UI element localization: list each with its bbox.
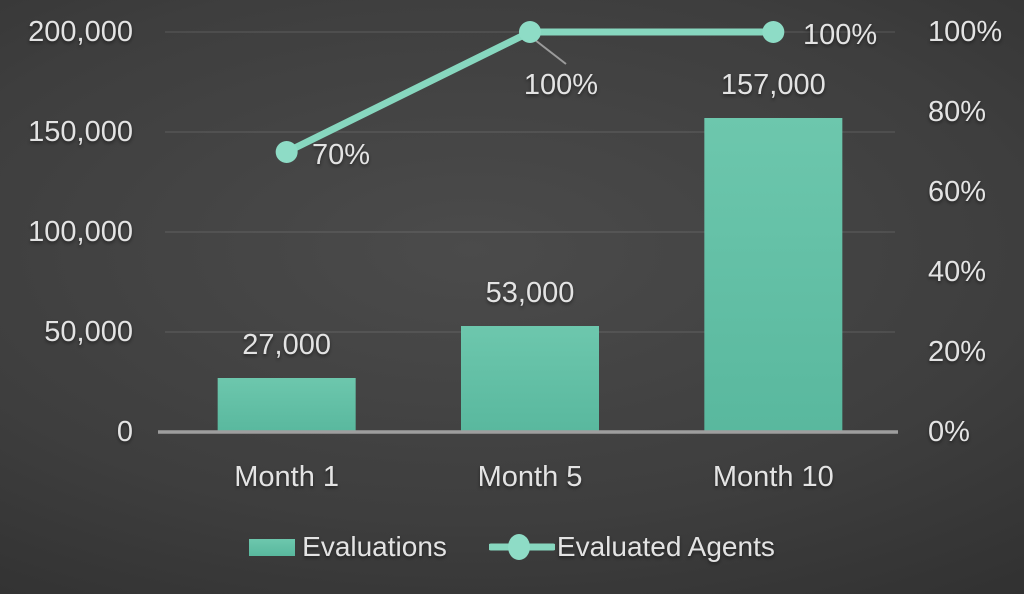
line-marker-month-1 <box>275 141 298 163</box>
y-axis-right-tick-1: 20% <box>928 336 987 368</box>
line-data-label-0: 70% <box>312 139 371 171</box>
y-axis-right-tick-4: 80% <box>928 96 987 128</box>
x-axis-label-month-5: Month 5 <box>477 461 583 493</box>
line-data-label-2: 100% <box>803 19 878 51</box>
y-axis-left-tick-1: 50,000 <box>44 316 133 348</box>
y-axis-right-tick-5: 100% <box>928 16 1003 48</box>
y-axis-right-tick-0: 0% <box>928 416 970 448</box>
x-axis-label-month-10: Month 10 <box>712 461 834 493</box>
bar-month-10 <box>704 118 843 432</box>
legend-item-evaluations: Evaluations <box>249 531 447 563</box>
legend-item-evaluated-agents: Evaluated Agents <box>488 531 775 563</box>
x-axis-label-month-1: Month 1 <box>234 461 340 493</box>
bar-month-5 <box>461 326 599 432</box>
bar-data-label-1: 53,000 <box>485 277 575 309</box>
bar-month-1 <box>217 378 356 432</box>
evaluated-agents-line-icon <box>488 534 555 560</box>
bar-data-label-0: 27,000 <box>242 329 331 361</box>
y-axis-left-tick-0: 0 <box>116 416 133 448</box>
y-axis-right-tick-2: 40% <box>928 256 987 288</box>
y-axis-left-tick-2: 100,000 <box>28 216 133 248</box>
evaluations-bar-swatch-icon <box>249 538 296 556</box>
legend-label-evaluations: Evaluations <box>302 531 447 562</box>
bar-data-label-2: 157,000 <box>720 69 826 101</box>
legend: Evaluations Evaluated Agents <box>0 528 1024 566</box>
line-data-label-1: 100% <box>523 69 599 101</box>
legend-label-evaluated-agents: Evaluated Agents <box>556 531 775 562</box>
data-label-leader-line <box>534 39 567 65</box>
line-marker-month-5 <box>519 21 541 43</box>
y-axis-right-tick-3: 60% <box>928 176 987 208</box>
y-axis-left-tick-4: 200,000 <box>28 16 133 48</box>
line-marker-month-10 <box>762 21 785 43</box>
y-axis-left-tick-3: 150,000 <box>28 116 133 148</box>
